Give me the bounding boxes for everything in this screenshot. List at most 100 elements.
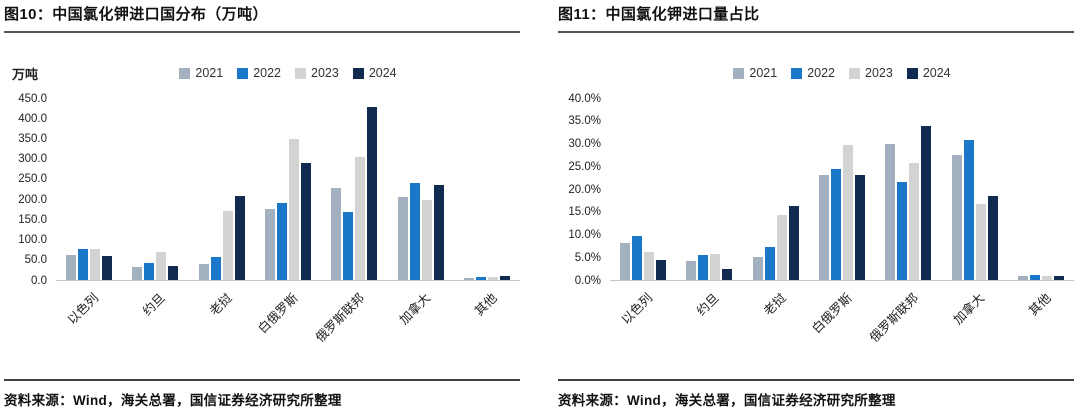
bar-2021 <box>132 267 143 280</box>
source-block: 资料来源：Wind，海关总署，国信证券经济研究所整理 <box>4 379 520 419</box>
bar-2021 <box>686 260 697 280</box>
legend-label: 2022 <box>253 66 281 80</box>
bar-2023 <box>222 211 233 280</box>
legend-swatch-icon <box>849 67 860 79</box>
x-tick-label: 约旦 <box>140 290 169 319</box>
source-text: 资料来源：Wind，海关总署，国信证券经济研究所整理 <box>558 393 896 408</box>
legend-item-2021: 2021 <box>733 66 777 80</box>
legend-label: 2024 <box>368 66 397 80</box>
y-axis: 0.0% 5.0% 10.0% 15.0% 20.0% 25.0% 30.0% 35.0% 40… <box>558 93 610 286</box>
legend-label: 2023 <box>865 66 893 80</box>
bar-2024 <box>854 175 865 280</box>
bar-2021 <box>331 188 342 280</box>
x-label-cell: 老挝 <box>199 281 245 345</box>
bar-2022 <box>963 140 974 280</box>
bar-2024 <box>921 125 932 280</box>
bar-2023 <box>842 145 853 280</box>
bar-2024 <box>300 162 311 280</box>
legend-item-2022: 2022 <box>237 66 281 80</box>
bar-2021 <box>885 143 896 280</box>
bar-2022 <box>897 181 908 280</box>
x-label-cell: 俄罗斯联邦 <box>313 281 377 345</box>
chart-area: 万吨 2021 2022 2023 2024 0.0 50.0 100.0 150.0 200… <box>4 63 520 345</box>
bar-2023 <box>776 214 787 280</box>
y-tick-label: 250.0 <box>18 173 47 186</box>
bar-group-俄罗斯联邦 <box>331 106 378 280</box>
x-tick-label: 以色列 <box>619 290 656 328</box>
bar-2021 <box>1017 275 1028 280</box>
bar-2022 <box>1029 275 1040 280</box>
x-tick-label: 加拿大 <box>396 290 434 328</box>
x-label-cell: 约旦 <box>132 281 178 345</box>
y-tick-label: 200.0 <box>18 193 47 206</box>
y-tick-label: 20.0% <box>568 183 601 196</box>
chart-panel-imports-share: 图11：中国氯化钾进口量占比 2021 2022 2023 2024 0.0% 5.0%… <box>558 6 1074 419</box>
legend-label: 2023 <box>311 66 339 80</box>
bar-2022 <box>764 247 775 280</box>
bar-2021 <box>620 242 630 280</box>
bar-2021 <box>264 209 275 280</box>
y-tick-label: 30.0% <box>568 137 601 150</box>
bar-group-其他 <box>463 275 510 280</box>
bar-2024 <box>499 275 510 280</box>
bar-2022 <box>475 276 486 280</box>
x-tick-label: 其他 <box>472 290 500 319</box>
x-label-cell: 白俄罗斯 <box>255 281 311 345</box>
legend-item-2023: 2023 <box>295 66 339 80</box>
x-tick-label: 俄罗斯联邦 <box>866 290 922 345</box>
x-label-cell: 加拿大 <box>397 281 444 345</box>
legend-item-2024: 2024 <box>906 66 951 80</box>
bar-2024 <box>168 266 179 280</box>
legend-item-2022: 2022 <box>791 66 835 80</box>
x-label-cell: 约旦 <box>686 281 732 345</box>
bar-2022 <box>343 212 354 280</box>
y-tick-label: 40.0% <box>568 92 601 105</box>
y-tick-label: 15.0% <box>568 206 601 218</box>
title-underline <box>4 31 520 33</box>
legend-label: 2021 <box>749 66 778 80</box>
x-tick-label: 加拿大 <box>950 290 988 328</box>
bar-group-白俄罗斯 <box>818 145 865 280</box>
bar-2021 <box>752 257 763 280</box>
plot-row: 0.0% 5.0% 10.0% 15.0% 20.0% 25.0% 30.0% 35.0% 40… <box>558 93 1074 286</box>
x-axis-labels: 以色列 约旦 老挝 白俄罗斯 俄罗斯联邦 加拿大 其他 <box>610 281 1074 345</box>
plot-area <box>610 99 1074 281</box>
x-label-cell: 加拿大 <box>951 281 998 345</box>
x-tick-label: 老挝 <box>760 290 789 319</box>
x-tick-label: 白俄罗斯 <box>809 290 855 337</box>
bar-2021 <box>397 196 408 280</box>
bar-2022 <box>144 263 155 280</box>
bar-2023 <box>355 157 366 280</box>
bar-group-以色列 <box>66 248 112 280</box>
x-label-cell: 老挝 <box>753 281 799 345</box>
plot-area <box>56 99 520 281</box>
bar-2021 <box>198 264 209 280</box>
bar-2022 <box>210 256 221 280</box>
plot-row: 0.0 50.0 100.0 150.0 200.0 250.0 300.0 350.0 400… <box>4 93 520 286</box>
y-tick-label: 10.0% <box>568 228 601 241</box>
y-tick-label: 0.0 <box>31 274 47 287</box>
bar-2023 <box>421 200 432 280</box>
x-axis-labels: 以色列 约旦 老挝 白俄罗斯 俄罗斯联邦 加拿大 其他 <box>56 281 520 345</box>
x-tick-label: 约旦 <box>694 290 723 319</box>
bar-2024 <box>234 196 245 280</box>
legend-swatch-icon <box>179 67 191 79</box>
bar-2023 <box>909 162 920 280</box>
bar-2022 <box>632 236 642 280</box>
x-tick-label: 白俄罗斯 <box>255 290 301 337</box>
source-divider <box>4 379 520 381</box>
bar-2024 <box>788 205 799 280</box>
x-label-cell: 其他 <box>1018 281 1064 345</box>
bar-2023 <box>156 251 167 280</box>
bar-2022 <box>78 248 88 280</box>
bar-2021 <box>463 277 474 280</box>
bar-group-俄罗斯联邦 <box>885 125 932 280</box>
legend-label: 2021 <box>195 66 224 80</box>
x-label-cell: 以色列 <box>619 281 666 345</box>
bar-2024 <box>102 255 112 280</box>
y-tick-label: 35.0% <box>568 115 601 127</box>
legend-item-2023: 2023 <box>849 66 893 80</box>
y-tick-label: 300.0 <box>18 152 47 165</box>
bar-2024 <box>367 106 378 280</box>
